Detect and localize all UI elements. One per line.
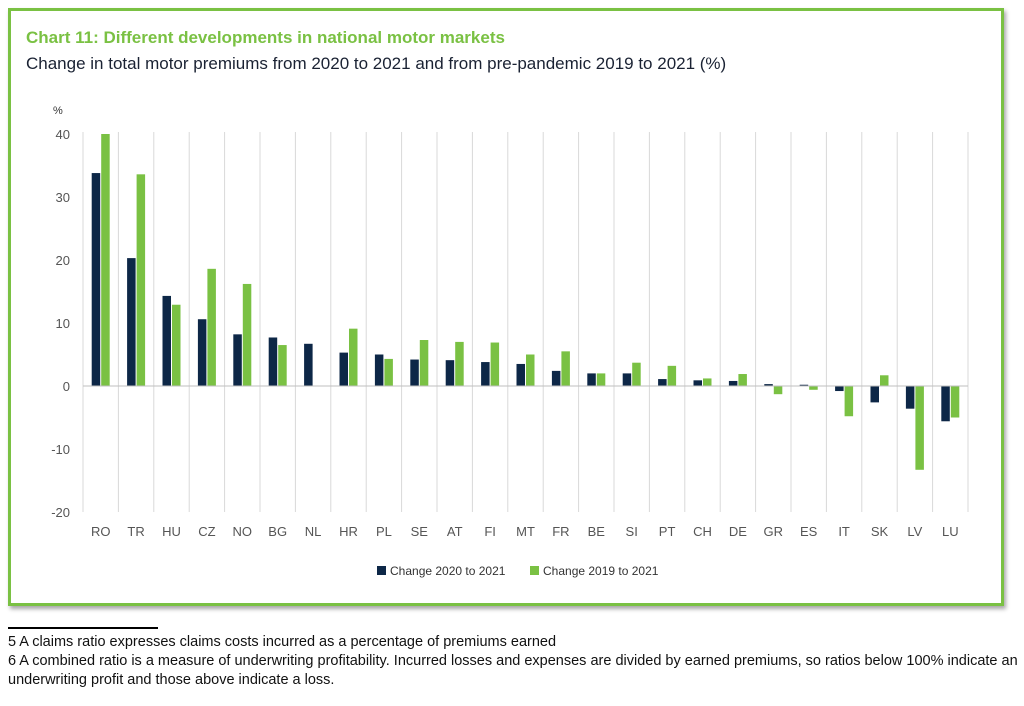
bar-at-series-1 [445, 360, 455, 386]
x-tick-label: FR [552, 524, 569, 539]
bar-gr-series-2 [773, 386, 783, 395]
x-tick-label: IT [838, 524, 850, 539]
legend-label: Change 2020 to 2021 [390, 564, 506, 578]
bar-lu-series-2 [950, 386, 960, 418]
bar-tr-series-2 [136, 174, 146, 386]
bar-cz-series-1 [197, 319, 207, 386]
bars [91, 134, 960, 470]
x-tick-label: RO [91, 524, 111, 539]
bar-chart: % 40 30 20 10 0 -10 -20 RO TR HU CZ NO BG NL HR PL SE AT… [51, 105, 969, 578]
x-tick-label: AT [447, 524, 463, 539]
bar-at-series-2 [455, 341, 464, 386]
bar-hr-series-1 [339, 352, 348, 386]
bar-mt-series-1 [516, 363, 525, 386]
bar-lu-series-1 [941, 386, 950, 422]
bar-no-series-1 [233, 334, 242, 386]
x-tick-label: BG [268, 524, 287, 539]
bar-tr-series-1 [127, 258, 136, 386]
bar-sk-series-2 [880, 375, 889, 386]
x-tick-label: ES [800, 524, 818, 539]
bar-mt-series-2 [526, 354, 535, 386]
bar-es-series-2 [809, 386, 818, 390]
y-axis-unit: % [53, 105, 63, 117]
footnote-5: 5 A claims ratio expresses claims costs … [8, 634, 557, 650]
x-tick-label: FI [484, 524, 496, 539]
bar-de-series-1 [728, 380, 738, 386]
y-axis-ticks: 40 30 20 10 0 -10 -20 [51, 127, 70, 520]
bar-bg-series-2 [278, 345, 287, 386]
bar-ro-series-2 [101, 134, 110, 386]
bar-lv-series-1 [905, 386, 915, 409]
bar-hr-series-2 [349, 328, 358, 386]
y-tick-label: -10 [51, 442, 70, 457]
bar-be-series-2 [596, 373, 606, 386]
x-tick-label: PT [659, 524, 676, 539]
bar-pl-series-1 [374, 354, 384, 386]
footnote-6: 6 A combined ratio is a measure of under… [8, 653, 1018, 688]
bar-ch-series-1 [693, 380, 702, 386]
x-tick-label: CZ [198, 524, 215, 539]
legend-swatch [377, 566, 386, 575]
legend-label: Change 2019 to 2021 [543, 564, 659, 578]
x-tick-label: LU [942, 524, 959, 539]
footnote-divider [8, 627, 158, 629]
legend-swatch [530, 566, 539, 575]
legend: Change 2020 to 2021 Change 2019 to 2021 [377, 564, 659, 578]
chart-title: Chart 11: Different developments in nati… [26, 28, 505, 47]
bar-it-series-2 [844, 386, 854, 417]
bar-gr-series-1 [764, 384, 773, 386]
x-tick-label: BE [588, 524, 606, 539]
x-tick-label: NL [305, 524, 322, 539]
x-tick-label: SK [871, 524, 889, 539]
bar-bg-series-1 [268, 337, 278, 386]
bar-be-series-1 [587, 373, 596, 386]
bar-se-series-2 [419, 340, 429, 386]
bar-ro-series-1 [91, 173, 101, 386]
bar-si-series-2 [632, 362, 641, 386]
x-tick-label: HR [339, 524, 358, 539]
bar-fi-series-2 [490, 342, 500, 386]
bar-pt-series-2 [667, 365, 677, 386]
bar-fr-series-2 [561, 351, 570, 386]
y-tick-label: 10 [56, 316, 70, 331]
category-separators [82, 132, 969, 512]
bar-pt-series-1 [658, 379, 667, 386]
y-tick-label: 0 [63, 379, 70, 394]
bar-it-series-1 [835, 386, 844, 392]
bar-se-series-1 [410, 359, 419, 386]
x-tick-label: TR [127, 524, 144, 539]
bar-fi-series-1 [481, 362, 490, 386]
bar-lv-series-2 [915, 386, 924, 470]
x-tick-label: NO [233, 524, 253, 539]
y-tick-label: 40 [56, 127, 70, 142]
bar-sk-series-1 [870, 386, 879, 403]
x-tick-label: PL [376, 524, 392, 539]
x-tick-label: GR [764, 524, 784, 539]
bar-de-series-2 [738, 374, 747, 386]
x-tick-label: SI [626, 524, 638, 539]
bar-hu-series-1 [162, 295, 171, 386]
bar-fr-series-1 [551, 370, 561, 386]
x-tick-label: SE [411, 524, 429, 539]
bar-no-series-2 [242, 283, 252, 386]
bar-pl-series-2 [384, 358, 393, 386]
bar-cz-series-2 [207, 268, 216, 386]
bar-es-series-1 [799, 384, 809, 386]
x-tick-label: CH [693, 524, 712, 539]
x-tick-label: LV [907, 524, 922, 539]
bar-ch-series-2 [703, 378, 712, 386]
y-tick-label: 30 [56, 190, 70, 205]
bar-si-series-1 [622, 373, 632, 386]
x-tick-label: DE [729, 524, 747, 539]
bar-nl-series-1 [304, 343, 313, 386]
y-tick-label: 20 [56, 253, 70, 268]
bar-hu-series-2 [172, 304, 181, 386]
x-tick-label: HU [162, 524, 181, 539]
x-tick-label: MT [516, 524, 535, 539]
x-axis-labels: RO TR HU CZ NO BG NL HR PL SE AT FI MT FR BE SI PT CH DE GR… [91, 524, 959, 539]
y-tick-label: -20 [51, 505, 70, 520]
chart-subtitle: Change in total motor premiums from 2020… [26, 54, 727, 73]
